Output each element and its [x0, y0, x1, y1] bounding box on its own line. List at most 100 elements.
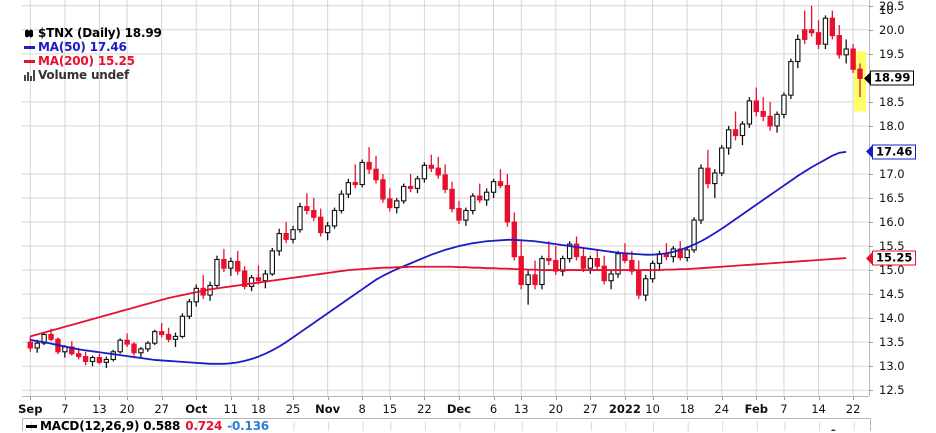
candle-body[interactable] [843, 48, 849, 56]
candle-body[interactable] [518, 256, 524, 286]
price-chart-panel[interactable] [22, 0, 869, 396]
candle-body[interactable] [815, 32, 822, 45]
candle-body[interactable] [76, 353, 82, 358]
candle-body[interactable] [421, 164, 428, 180]
candle-body[interactable] [698, 167, 704, 221]
candle-body[interactable] [822, 17, 829, 45]
candle-body[interactable] [808, 29, 815, 34]
candle-body[interactable] [560, 258, 566, 272]
candle-body[interactable] [345, 182, 352, 195]
y-axis[interactable]: 10 20.5 20.0 19.5 18.5 18.0 17.0 16.5 16.0 15.5 15… [869, 0, 936, 397]
candle-body[interactable] [435, 167, 441, 176]
legend-ma50-row[interactable]: MA(50) 17.46 [24, 40, 162, 54]
legend-title-row[interactable]: $TNX (Daily) 18.99 [24, 26, 162, 40]
candle-body[interactable] [48, 333, 54, 340]
candle-body[interactable] [463, 209, 469, 221]
candle-body[interactable] [490, 181, 497, 193]
candle-body[interactable] [642, 278, 649, 296]
candle-body[interactable] [318, 216, 324, 234]
candle-body[interactable] [34, 342, 40, 349]
candle-body[interactable] [221, 258, 227, 269]
candle-body[interactable] [172, 335, 179, 340]
candle-body[interactable] [387, 198, 393, 209]
candle-body[interactable] [622, 253, 628, 262]
candle-body[interactable] [186, 301, 193, 317]
candle-body[interactable] [753, 100, 759, 113]
candle-body[interactable] [131, 343, 137, 354]
candle-body[interactable] [573, 243, 580, 258]
candle-body[interactable] [684, 249, 690, 259]
candle-body[interactable] [89, 357, 96, 362]
candle-body[interactable] [774, 113, 780, 127]
candle-body[interactable] [311, 209, 317, 218]
candle-body[interactable] [241, 270, 248, 287]
candle-body[interactable] [41, 333, 47, 344]
candle-body[interactable] [677, 248, 683, 259]
candle-body[interactable] [117, 339, 123, 353]
candle-body[interactable] [145, 342, 151, 350]
candle-body[interactable] [262, 273, 269, 282]
candle-body[interactable] [235, 260, 241, 272]
candle-body[interactable] [705, 167, 711, 185]
candle-body[interactable] [470, 195, 476, 212]
candle-body[interactable] [725, 129, 732, 149]
candle-body[interactable] [442, 174, 448, 190]
candle-body[interactable] [504, 184, 511, 223]
candle-body[interactable] [179, 315, 186, 337]
candle-body[interactable] [214, 258, 220, 287]
candle-body[interactable] [103, 358, 110, 363]
candle-body[interactable] [719, 147, 725, 174]
candle-body[interactable] [802, 29, 808, 40]
candle-body[interactable] [152, 331, 158, 344]
candle-body[interactable] [580, 256, 587, 269]
candle-body[interactable] [331, 209, 338, 227]
candle-body[interactable] [788, 60, 794, 96]
candle-body[interactable] [629, 259, 635, 272]
candle-body[interactable] [394, 200, 400, 209]
candle-body[interactable] [636, 270, 642, 296]
legend-ma200-row[interactable]: MA(200) 15.25 [24, 54, 162, 68]
candle-body[interactable] [380, 179, 386, 200]
candle-body[interactable] [615, 253, 621, 275]
candle-body[interactable] [414, 178, 421, 189]
candle-body[interactable] [69, 346, 75, 355]
candle-body[interactable] [525, 274, 531, 286]
candle-body[interactable] [248, 277, 255, 287]
legend-volume-row[interactable]: Volume undef [24, 68, 162, 82]
candle-body[interactable] [193, 287, 199, 303]
candle-body[interactable] [566, 243, 573, 260]
candle-body[interactable] [290, 229, 296, 240]
candle-body[interactable] [283, 233, 289, 240]
candle-body[interactable] [400, 185, 407, 202]
candle-body[interactable] [110, 351, 116, 361]
candle-body[interactable] [158, 331, 165, 336]
candle-body[interactable] [96, 357, 103, 363]
candle-body[interactable] [165, 333, 172, 340]
macd-panel[interactable] [22, 418, 871, 431]
price-plot-svg[interactable] [22, 0, 869, 396]
candle-body[interactable] [850, 48, 856, 70]
candle-body[interactable] [352, 182, 358, 186]
candle-body[interactable] [739, 123, 746, 137]
candle-body[interactable] [829, 17, 836, 37]
candle-body[interactable] [483, 191, 490, 201]
candle-body[interactable] [587, 258, 594, 269]
candle-body[interactable] [255, 277, 262, 282]
candle-body[interactable] [269, 250, 275, 275]
candle-body[interactable] [608, 273, 614, 282]
candle-body[interactable] [407, 185, 414, 189]
candle-body[interactable] [649, 262, 656, 280]
candle-body[interactable] [836, 35, 842, 56]
candle-body[interactable] [82, 356, 89, 362]
x-axis[interactable]: Sep 7 13 20 27 Oct 11 18 25 Nov 8 15 22 Dec 6 13 20 27 202… [18, 396, 869, 418]
candle-body[interactable] [767, 115, 773, 127]
candle-body[interactable] [138, 348, 144, 354]
candle-body[interactable] [366, 161, 372, 170]
candle-body[interactable] [795, 38, 801, 63]
candle-body[interactable] [428, 164, 435, 169]
candle-body[interactable] [553, 259, 559, 272]
candle-body[interactable] [449, 188, 455, 210]
candle-body[interactable] [338, 193, 345, 212]
candle-body[interactable] [477, 195, 483, 201]
candle-body[interactable] [456, 208, 462, 221]
